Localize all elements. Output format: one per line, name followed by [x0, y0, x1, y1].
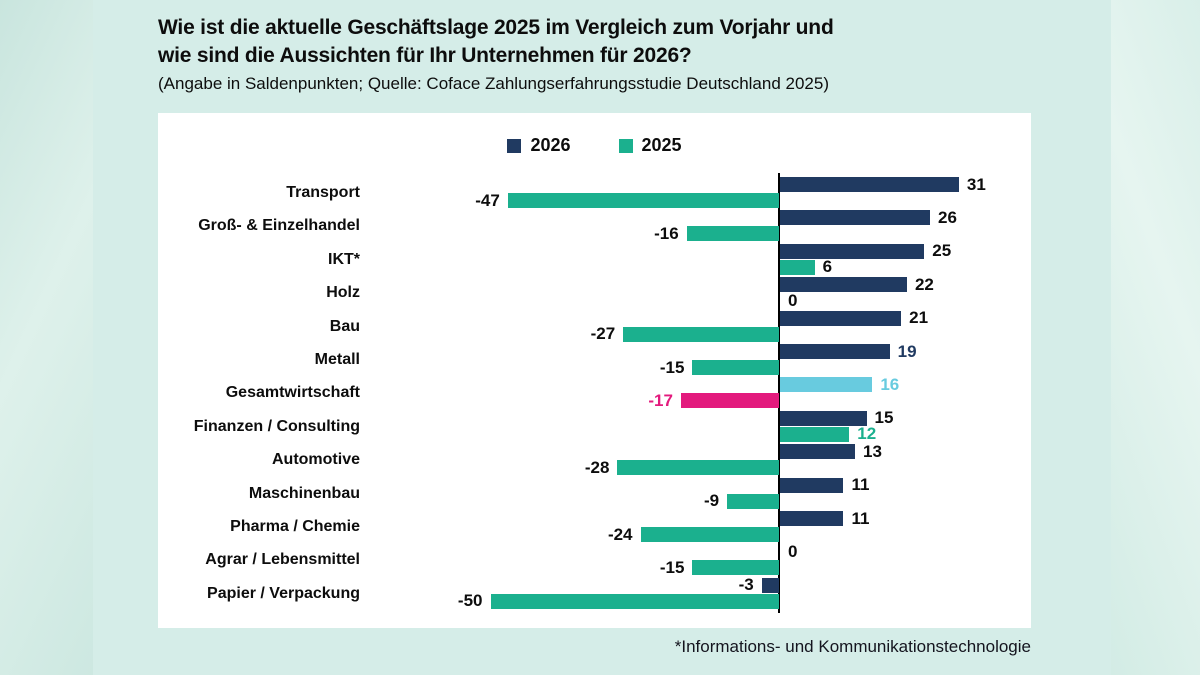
- value-label-2025: 0: [788, 290, 798, 310]
- bar-2025: [640, 527, 779, 542]
- category-label: Maschinenbau: [248, 484, 360, 502]
- bar-2026: [780, 177, 959, 192]
- left-edge-strip: [0, 0, 93, 675]
- bar-2026: [780, 210, 931, 226]
- bar-2026: [761, 577, 779, 593]
- category-label: IKT*: [328, 250, 360, 268]
- category-label: Transport: [286, 184, 360, 201]
- bar-2026: [780, 511, 844, 526]
- zero-axis-line: [778, 173, 780, 613]
- value-label-2025: -47: [475, 190, 500, 210]
- category-label: Pharma / Chemie: [230, 518, 360, 535]
- chart-area: Transport 31 -47 Groß- & Einzelhandel 26 -16 I…: [158, 113, 1031, 628]
- legend-swatch-2026: [507, 138, 522, 153]
- value-label-2026: 16: [880, 374, 900, 394]
- bar-2025: [680, 393, 779, 409]
- chart-title-line1: Wie ist die aktuelle Geschäftslage 2025 …: [158, 16, 834, 39]
- value-label-2026: 13: [863, 441, 882, 461]
- chart-subtitle: (Angabe in Saldenpunkten; Quelle: Coface…: [158, 74, 830, 93]
- bar-2026: [780, 444, 855, 460]
- value-label-2026: 26: [938, 207, 957, 227]
- right-edge-strip: [1111, 0, 1200, 675]
- bar-2026: [780, 477, 844, 493]
- value-label-2025: 6: [822, 257, 833, 277]
- value-label-2026: 0: [788, 541, 798, 561]
- legend-label-2026: 2026: [530, 135, 571, 155]
- value-label-2025: -50: [457, 591, 483, 611]
- value-label-2026: 11: [851, 508, 870, 528]
- category-label: Automotive: [272, 451, 360, 469]
- footnote: *Informations- und Kommunikationstechnol…: [674, 637, 1031, 656]
- bar-2025: [617, 460, 779, 476]
- bar-2025: [692, 560, 779, 576]
- value-label-2026: 15: [874, 408, 894, 428]
- legend-item-2025: 2025: [618, 135, 682, 156]
- chart-panel: 2026 2025 Transport 31 -47 Groß- & Einzelha…: [158, 113, 1031, 628]
- category-label: Gesamtwirtschaft: [225, 384, 360, 402]
- bar-2025: [780, 259, 815, 275]
- bar-2026: [780, 243, 925, 259]
- value-label-2025: -15: [659, 557, 685, 577]
- bar-2025: [780, 426, 850, 442]
- value-label-2025: -15: [659, 357, 685, 377]
- bar-2026: [780, 377, 873, 393]
- bar-2026: [780, 310, 902, 326]
- value-label-2026: 21: [909, 308, 929, 328]
- legend-swatch-2025: [618, 138, 633, 153]
- category-label: Groß- & Einzelhandel: [198, 217, 360, 235]
- value-label-2026: 11: [851, 475, 870, 495]
- value-label-2025: -9: [703, 491, 720, 511]
- value-label-2025: -28: [584, 457, 610, 477]
- value-label-2025: -24: [607, 524, 633, 544]
- category-label: Finanzen / Consulting: [193, 417, 360, 435]
- bar-2025: [692, 360, 779, 375]
- category-label: Agrar / Lebensmittel: [205, 551, 360, 569]
- category-label: Holz: [326, 284, 360, 302]
- value-label-2026: 25: [932, 241, 952, 261]
- chart-legend: 2026 2025: [158, 135, 1031, 156]
- category-label: Bau: [329, 317, 360, 335]
- bar-2026: [780, 277, 907, 293]
- value-label-2026: 22: [914, 274, 934, 294]
- value-label-2025: -17: [648, 390, 673, 410]
- bar-2025: [623, 326, 779, 342]
- bar-2025: [507, 193, 779, 208]
- chart-header: Wie ist die aktuelle Geschäftslage 2025 …: [158, 14, 1038, 96]
- value-label-2026: 19: [897, 341, 917, 361]
- legend-item-2026: 2026: [507, 135, 571, 156]
- value-label-2025: 12: [857, 424, 877, 444]
- bar-2026: [780, 344, 890, 359]
- legend-label-2025: 2025: [641, 135, 682, 155]
- bar-2025: [727, 493, 779, 509]
- value-label-2025: -16: [654, 223, 679, 243]
- category-label: Metall: [314, 351, 360, 368]
- value-label-2026: 31: [966, 174, 986, 194]
- value-label-2025: -27: [590, 324, 616, 344]
- category-label: Papier / Verpackung: [207, 584, 360, 602]
- value-label-2026: -3: [738, 575, 754, 595]
- bar-2025: [686, 226, 779, 242]
- bar-2025: [490, 593, 779, 609]
- bar-2026: [780, 410, 867, 426]
- chart-title-line2: wie sind die Aussichten für Ihr Unterneh…: [158, 44, 692, 67]
